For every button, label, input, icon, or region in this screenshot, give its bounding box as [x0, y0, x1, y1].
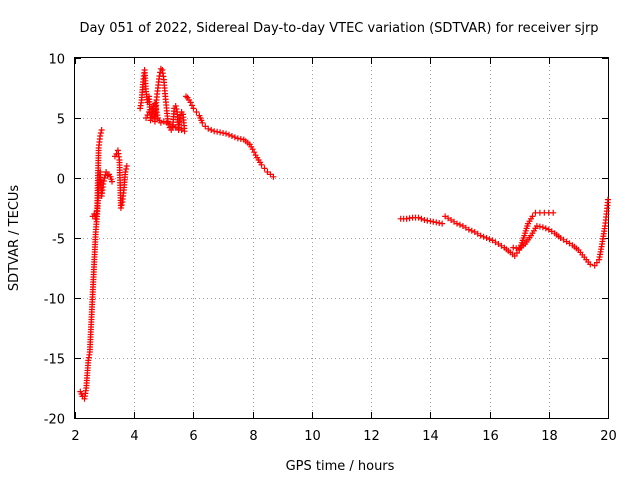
data-point: [173, 106, 180, 112]
data-point: [100, 178, 107, 184]
data-point: [605, 196, 611, 203]
data-point: [188, 102, 195, 109]
data-point: [118, 202, 125, 208]
data-point: [529, 213, 536, 220]
data-point: [208, 127, 215, 133]
data-point: [418, 215, 425, 222]
data-point: [123, 166, 130, 172]
data-point: [98, 127, 105, 133]
data-point: [178, 127, 185, 133]
data-point: [157, 119, 164, 126]
data-point: [181, 128, 188, 135]
data-point: [205, 125, 212, 132]
data-point: [477, 232, 484, 239]
x-tick-label: 14: [422, 429, 439, 444]
data-point: [109, 178, 116, 185]
data-point: [123, 163, 130, 169]
data-point: [146, 109, 153, 115]
data-point: [223, 130, 230, 137]
data-point: [480, 233, 487, 240]
data-point: [172, 124, 179, 131]
data-point: [251, 149, 258, 156]
y-tick-label: 0: [57, 173, 65, 188]
x-tick-label: 8: [249, 429, 257, 444]
data-point: [453, 220, 460, 227]
data-point: [163, 119, 170, 126]
y-tick-label: -20: [44, 413, 65, 428]
x-tick-label: 2: [71, 429, 79, 444]
axis-ticks: [75, 58, 609, 419]
data-point: [97, 133, 104, 139]
data-point: [172, 103, 179, 109]
data-point: [465, 226, 472, 233]
data-point: [193, 109, 200, 115]
data-point: [175, 125, 182, 132]
y-tick-label: -5: [52, 233, 65, 248]
data-point: [190, 105, 197, 112]
y-tick-label: 5: [57, 113, 65, 128]
x-tick-label: 6: [189, 429, 197, 444]
y-tick-labels: -20 -15 -10 -5 0 5 10: [44, 53, 65, 428]
data-point: [117, 205, 124, 211]
data-point: [483, 235, 490, 241]
data-point: [439, 220, 446, 227]
data-point: [486, 236, 493, 243]
y-tick-label: 10: [48, 53, 65, 68]
data-point: [228, 133, 235, 139]
data-point: [261, 165, 268, 172]
y-tick-label: -15: [44, 353, 65, 368]
x-tick-label: 18: [541, 429, 558, 444]
data-point: [415, 214, 422, 221]
data-point: [177, 112, 184, 119]
plot-frame: [74, 57, 609, 419]
data-point: [225, 131, 232, 138]
data-point: [258, 161, 265, 168]
x-axis-label: GPS time / hours: [286, 459, 395, 474]
data-point: [231, 134, 238, 141]
data-point: [183, 93, 190, 100]
x-tick-label: 20: [600, 429, 617, 444]
data-points: [77, 65, 611, 402]
data-point: [468, 227, 475, 234]
data-point: [539, 224, 546, 231]
y-axis-label: SDTVAR / TECUs: [7, 185, 22, 292]
data-point: [199, 119, 206, 126]
data-point: [97, 130, 104, 136]
data-point: [100, 181, 107, 187]
chart-title: Day 051 of 2022, Sidereal Day-to-day VTE…: [79, 21, 598, 36]
data-point: [587, 261, 594, 268]
data-point: [456, 221, 463, 228]
data-point: [270, 173, 277, 180]
data-point: [169, 123, 176, 130]
grid-lines: [75, 58, 608, 418]
data-point: [550, 209, 557, 216]
data-point: [160, 118, 167, 125]
x-tick-labels: 2 4 6 8 10 12 14 16 18 20: [71, 429, 616, 444]
x-tick-label: 16: [482, 429, 499, 444]
x-tick-label: 4: [130, 429, 138, 444]
x-tick-label: 10: [304, 429, 321, 444]
x-tick-label: 12: [363, 429, 380, 444]
y-tick-label: -10: [44, 293, 65, 308]
data-point: [122, 169, 129, 175]
data-point: [542, 225, 549, 232]
